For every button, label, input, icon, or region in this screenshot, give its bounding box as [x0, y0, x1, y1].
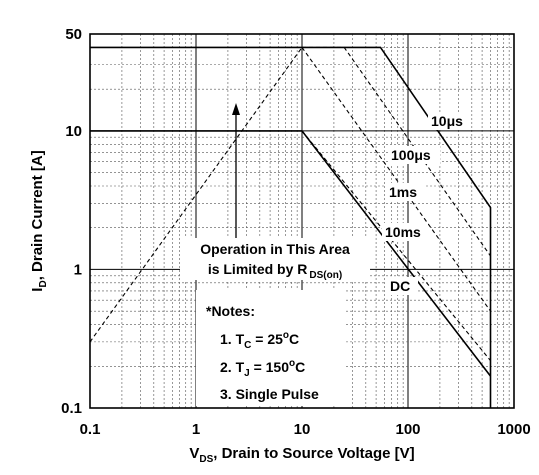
x-tick-label: 10 [294, 421, 311, 438]
series-line-r-ds-on-limit [89, 47, 303, 343]
series-line-10ms [301, 130, 491, 361]
label-10ms: 10ms [385, 224, 421, 240]
x-tick-label: 100 [395, 421, 420, 438]
note-2: 2. TJ = 150oC [220, 358, 305, 379]
note-3: 3. Single Pulse [220, 386, 319, 402]
limit-arrow-head [232, 103, 240, 115]
y-tick-label: 0.1 [61, 400, 82, 417]
label-10us-bg [428, 112, 470, 130]
operation-note-line2: is Limited by R DS(on) [208, 261, 342, 281]
y-tick-label: 10 [65, 123, 82, 140]
series-line-1ms [301, 47, 491, 312]
y-tick-label: 50 [65, 26, 82, 43]
grid [90, 34, 514, 408]
label-10ms-bg [382, 223, 428, 241]
label-100us-bg [388, 146, 440, 164]
label-dc-bg [386, 277, 418, 295]
label-1ms-bg [386, 183, 424, 201]
x-tick-label: 1000 [497, 421, 530, 438]
operation-note-line1: Operation in This Area [200, 241, 350, 257]
series-line-dc [90, 130, 492, 377]
x-tick-label: 0.1 [80, 421, 101, 438]
label-dc: DC [390, 278, 410, 294]
label-10us: 10μs [431, 113, 463, 129]
operation-note-bg [180, 238, 370, 280]
x-tick-label: 1 [192, 421, 200, 438]
plot-frame [89, 33, 515, 409]
x-axis-label: VDS, Drain to Source Voltage [V] [189, 445, 414, 465]
notes-title: *Notes: [206, 303, 255, 319]
notes-bg [196, 290, 346, 406]
series-line-100-s [302, 46, 491, 257]
note-1: 1. TC = 25oC [220, 330, 299, 351]
y-axis-label: ID, Drain Current [A] [29, 150, 49, 291]
y-tick-label: 1 [74, 261, 82, 278]
tick-labels: 0.1 1 10 100 1000 0.1 1 10 50 [61, 26, 531, 438]
label-100us: 100μs [391, 147, 431, 163]
label-1ms: 1ms [389, 184, 417, 200]
